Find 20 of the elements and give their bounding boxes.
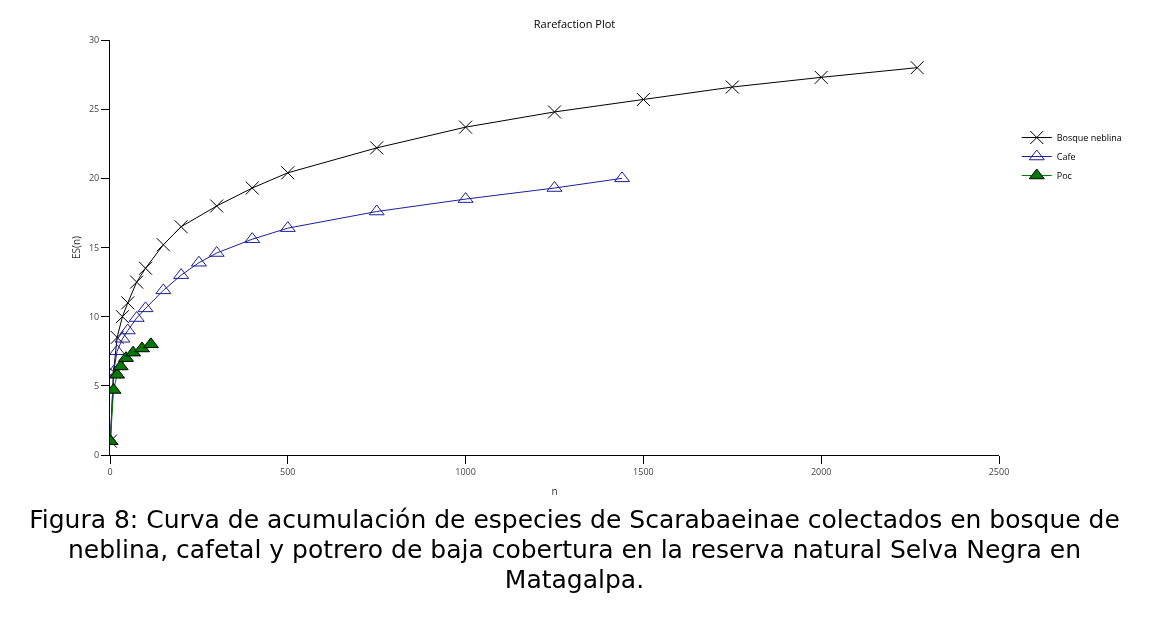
x-tick-label: 2500 xyxy=(988,464,1010,478)
y-tick-label: 0 xyxy=(94,448,100,462)
y-axis-title: ES(n) xyxy=(69,235,83,260)
x-tick-label: 1000 xyxy=(455,464,476,478)
x-axis-title: n xyxy=(551,484,558,498)
y-tick-label: 30 xyxy=(88,33,100,47)
text: Figura 8: Curva de acumulación de especies de Scarabaeinae colectados en bosque de neblina, cafetal y potrero de baja cobertura en la reserva natural Selva Negra en Matagalpa. xyxy=(28,505,1121,595)
x-tick-label: 0 xyxy=(107,464,113,478)
y-tick-label: 25 xyxy=(88,102,100,116)
x-tick-label: 500 xyxy=(280,464,296,478)
x-tick-label: 2000 xyxy=(810,464,832,478)
y-tick-label: 15 xyxy=(88,240,100,254)
x-tick-label: 1500 xyxy=(633,464,654,478)
y-tick-label: 10 xyxy=(88,309,100,323)
legend-label: Poc xyxy=(1056,169,1073,183)
legend-label: Bosque neblina xyxy=(1056,131,1122,145)
legend-label: Cafe xyxy=(1056,150,1076,164)
chart-title: Rarefaction Plot xyxy=(533,15,616,31)
y-tick-label: 20 xyxy=(88,171,100,185)
y-tick-label: 5 xyxy=(94,378,100,392)
